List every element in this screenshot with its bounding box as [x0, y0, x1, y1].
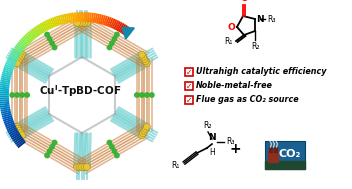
Text: Cu$^{\mathregular{I}}$-TpBD-COF: Cu$^{\mathregular{I}}$-TpBD-COF	[39, 83, 121, 99]
Circle shape	[74, 19, 81, 26]
Text: O: O	[227, 22, 235, 32]
Circle shape	[140, 93, 144, 97]
Text: CO₂: CO₂	[279, 149, 301, 159]
Text: O: O	[240, 0, 248, 3]
Circle shape	[142, 125, 149, 132]
Circle shape	[15, 93, 19, 97]
Circle shape	[14, 60, 21, 67]
Circle shape	[45, 153, 49, 158]
Circle shape	[107, 140, 112, 145]
Text: R₂: R₂	[203, 121, 211, 130]
Circle shape	[112, 149, 117, 153]
Circle shape	[138, 132, 145, 139]
Circle shape	[135, 93, 139, 97]
Circle shape	[17, 53, 24, 60]
Circle shape	[15, 58, 22, 65]
Text: R₁: R₁	[225, 37, 233, 46]
Text: Flue gas as CO₂ source: Flue gas as CO₂ source	[196, 95, 298, 105]
Circle shape	[81, 163, 88, 170]
Circle shape	[52, 45, 57, 50]
Polygon shape	[122, 27, 134, 39]
Circle shape	[52, 140, 57, 145]
Circle shape	[112, 37, 117, 41]
Circle shape	[141, 56, 148, 63]
FancyBboxPatch shape	[265, 141, 305, 169]
Circle shape	[81, 19, 88, 26]
Circle shape	[78, 19, 86, 26]
Circle shape	[16, 128, 23, 135]
Circle shape	[143, 60, 150, 67]
Text: H: H	[209, 148, 215, 157]
Bar	[274, 147, 277, 152]
Text: ✓: ✓	[186, 95, 192, 105]
FancyBboxPatch shape	[185, 82, 193, 90]
Text: R₃: R₃	[267, 15, 276, 23]
Circle shape	[115, 32, 119, 37]
Circle shape	[16, 56, 23, 63]
Text: N: N	[256, 15, 264, 23]
FancyBboxPatch shape	[185, 68, 193, 76]
Circle shape	[50, 41, 54, 45]
Circle shape	[142, 58, 149, 65]
Text: Ultrahigh catalytic efficiency: Ultrahigh catalytic efficiency	[196, 67, 327, 77]
Circle shape	[48, 149, 52, 153]
Text: R₃: R₃	[226, 138, 234, 146]
Circle shape	[143, 123, 150, 130]
Circle shape	[20, 93, 24, 97]
Circle shape	[50, 145, 54, 149]
Text: R₁: R₁	[172, 160, 180, 170]
Circle shape	[83, 19, 90, 26]
Circle shape	[141, 128, 148, 135]
Circle shape	[83, 163, 90, 170]
Text: R₂: R₂	[251, 42, 259, 51]
Circle shape	[140, 130, 146, 137]
Bar	[265, 161, 305, 169]
Circle shape	[48, 37, 52, 41]
Circle shape	[10, 93, 14, 97]
Circle shape	[17, 130, 24, 137]
Text: +: +	[229, 142, 241, 156]
Circle shape	[25, 93, 29, 97]
Circle shape	[138, 51, 145, 58]
Circle shape	[76, 19, 83, 26]
Circle shape	[140, 53, 146, 60]
Circle shape	[115, 153, 119, 158]
Circle shape	[110, 145, 114, 149]
Circle shape	[14, 123, 21, 130]
Circle shape	[19, 51, 26, 58]
FancyBboxPatch shape	[185, 96, 193, 104]
Text: Noble-metal-free: Noble-metal-free	[196, 81, 273, 91]
Circle shape	[15, 125, 22, 132]
Bar	[268, 152, 278, 162]
Circle shape	[107, 45, 112, 50]
Circle shape	[110, 41, 114, 45]
Circle shape	[45, 32, 49, 37]
Circle shape	[74, 163, 81, 170]
Circle shape	[145, 93, 149, 97]
Circle shape	[150, 93, 154, 97]
Text: N: N	[208, 133, 216, 142]
Circle shape	[78, 163, 86, 170]
Bar	[269, 147, 272, 152]
Circle shape	[19, 132, 26, 139]
Text: ✓: ✓	[186, 81, 192, 91]
Polygon shape	[49, 57, 115, 133]
Text: ✓: ✓	[186, 67, 192, 77]
Circle shape	[76, 163, 83, 170]
